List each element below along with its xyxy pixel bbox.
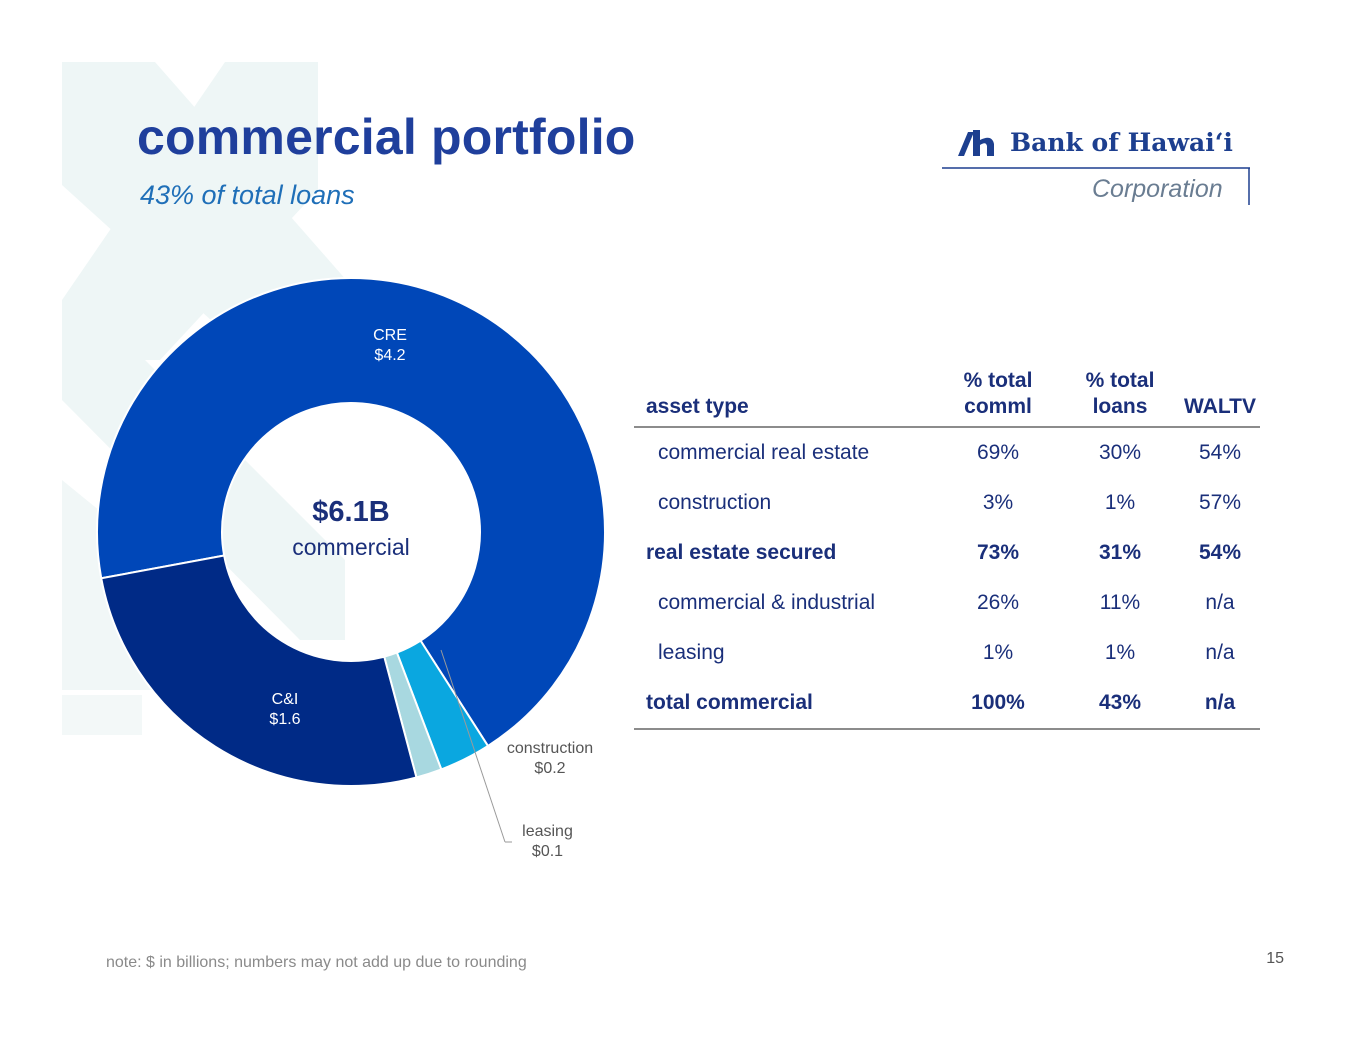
- header-pct-loans-line1: % total: [1085, 369, 1155, 392]
- slice-value-construction: $0.2: [534, 760, 566, 777]
- cell-type: leasing: [658, 641, 725, 664]
- table-row: real estate secured 73% 31% 54%: [634, 528, 1260, 578]
- table-header-row: asset type % total comml % total loans W…: [634, 368, 1260, 428]
- slice-label-cre: CRE $4.2: [355, 326, 425, 366]
- leasing-leader-line: [440, 649, 506, 843]
- cell-pct-loans: 30%: [1098, 441, 1142, 464]
- slice-name-construction: construction: [506, 740, 594, 757]
- cell-pct-comml: 3%: [982, 491, 1014, 514]
- donut-center-label: commercial: [292, 534, 410, 560]
- cell-pct-loans: 31%: [1098, 541, 1142, 564]
- cell-pct-comml: 26%: [976, 591, 1020, 614]
- table-row: commercial real estate 69% 30% 54%: [634, 427, 1260, 478]
- header-pct-comml-line2: comml: [964, 395, 1032, 418]
- page-title: commercial portfolio: [137, 109, 636, 165]
- logo-bank-name: Bank of Hawaiʻi: [1010, 128, 1233, 157]
- table-row: total commercial 100% 43% n/a: [634, 678, 1260, 730]
- cell-waltv: n/a: [1180, 678, 1260, 730]
- donut-center-value: $6.1B: [312, 496, 390, 528]
- cell-type: commercial real estate: [658, 441, 870, 464]
- slice-label-ci: C&I $1.6: [250, 690, 320, 730]
- slice-c-i: [100, 554, 418, 787]
- slice-value-ci: $1.6: [269, 711, 301, 728]
- header-pct-comml: % total comml: [936, 368, 1060, 428]
- table-row: commercial & industrial 26% 11% n/a: [634, 578, 1260, 628]
- cell-waltv: 57%: [1198, 491, 1242, 514]
- table-row: leasing 1% 1% n/a: [634, 628, 1260, 678]
- cell-pct-comml: 69%: [976, 441, 1020, 464]
- cell-pct-comml: 100%: [936, 678, 1060, 730]
- asset-type-table: asset type % total comml % total loans W…: [634, 368, 1260, 730]
- cell-pct-loans: 11%: [1099, 591, 1141, 614]
- slice-cre: [96, 277, 606, 748]
- page-number: 15: [1266, 950, 1284, 967]
- header-asset-type: asset type: [634, 368, 936, 428]
- slice-name-cre: CRE: [373, 327, 407, 344]
- cell-type: construction: [658, 491, 772, 514]
- table-row: construction 3% 1% 57%: [634, 478, 1260, 528]
- header-pct-comml-line1: % total: [963, 369, 1033, 392]
- slice-name-leasing: leasing: [522, 823, 573, 840]
- company-logo: [942, 130, 1250, 205]
- cell-pct-comml: 1%: [982, 641, 1014, 664]
- slice-label-construction: construction $0.2: [495, 739, 605, 779]
- cell-waltv: n/a: [1205, 591, 1235, 614]
- slice-value-leasing: $0.1: [531, 843, 564, 860]
- cell-pct-comml: 73%: [976, 541, 1020, 564]
- header-pct-loans: % total loans: [1060, 368, 1180, 428]
- slice-value-cre: $4.2: [374, 347, 406, 364]
- logo-corporation: Corporation: [1092, 175, 1223, 203]
- cell-waltv: 54%: [1198, 441, 1242, 464]
- slice-name-ci: C&I: [271, 691, 299, 708]
- header-waltv: WALTV: [1180, 368, 1260, 428]
- cell-type: total commercial: [634, 678, 936, 730]
- slice-label-leasing: leasing $0.1: [510, 822, 585, 862]
- cell-pct-loans: 1%: [1104, 641, 1136, 664]
- cell-pct-loans: 43%: [1060, 678, 1180, 730]
- header-pct-loans-line2: loans: [1092, 395, 1148, 418]
- cell-type: commercial & industrial: [658, 591, 876, 614]
- cell-waltv: n/a: [1205, 641, 1235, 664]
- footnote: note: $ in billions; numbers may not add…: [106, 954, 527, 971]
- cell-waltv: 54%: [1198, 541, 1242, 564]
- cell-pct-loans: 1%: [1104, 491, 1136, 514]
- page-subtitle: 43% of total loans: [140, 180, 355, 210]
- cell-type: real estate secured: [646, 541, 837, 564]
